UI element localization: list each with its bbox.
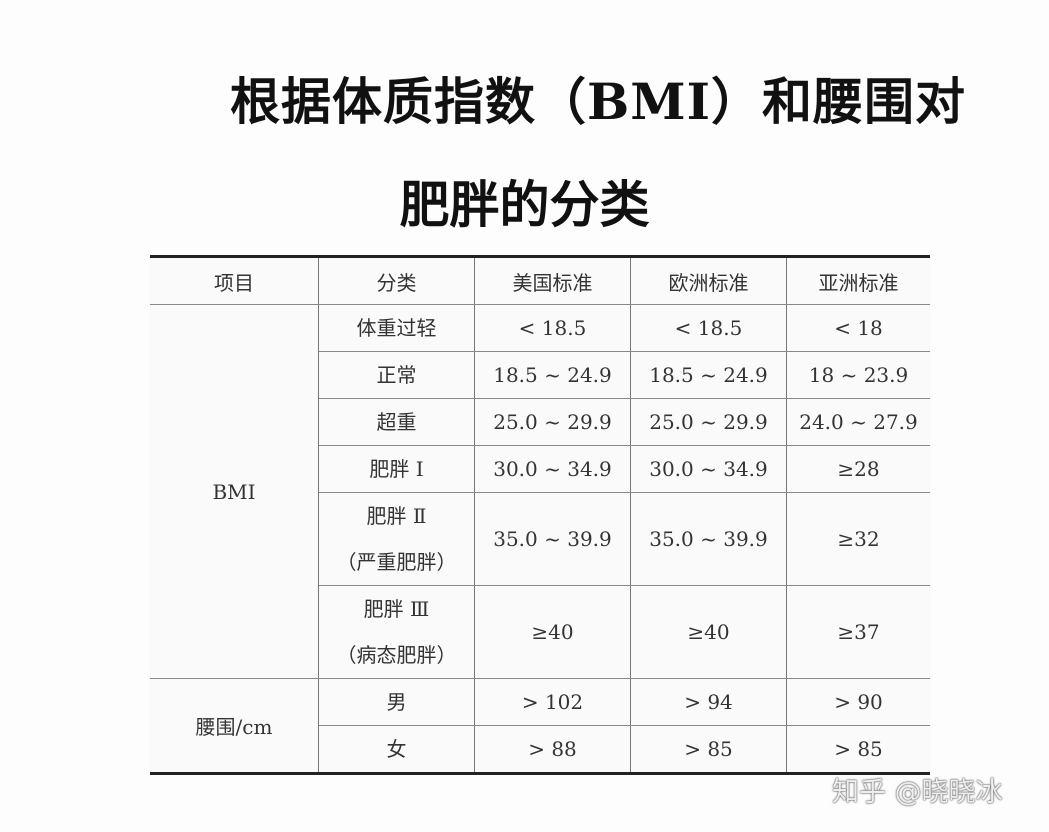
category-line: 肥胖 Ⅱ — [366, 504, 427, 528]
category-cell: 男 — [318, 678, 475, 726]
table-row: 肥胖 Ⅱ （严重肥胖） 35.0 ~ 39.9 35.0 ~ 39.9 ≥32 — [150, 492, 930, 586]
value-cell: 25.0 ~ 29.9 — [474, 398, 631, 446]
header-cell: 欧洲标准 — [630, 256, 787, 305]
category-line: （严重肥胖） — [336, 550, 457, 574]
value-cell: > 90 — [786, 678, 930, 726]
value-cell: 30.0 ~ 34.9 — [630, 445, 787, 493]
table-row: 肥胖 Ⅰ 30.0 ~ 34.9 30.0 ~ 34.9 ≥28 — [150, 445, 930, 493]
category-line: （病态肥胖） — [336, 643, 457, 667]
category-cell: 正常 — [318, 351, 475, 399]
value-cell: > 85 — [630, 725, 787, 774]
watermark: 知乎 @晓晓冰 — [832, 777, 1003, 808]
category-line: 超重 — [376, 410, 417, 434]
table-row: BMI 体重过轻 < 18.5 < 18.5 < 18 — [150, 304, 930, 679]
category-cell: 肥胖 Ⅰ — [318, 445, 475, 493]
value-cell: 18.5 ~ 24.9 — [630, 351, 787, 399]
category-cell: 肥胖 Ⅱ （严重肥胖） — [318, 492, 475, 586]
group-cell: BMI — [150, 304, 319, 679]
category-line: 体重过轻 — [356, 316, 437, 340]
table-row: 女 > 88 > 85 > 85 — [150, 725, 930, 774]
value-cell: > 94 — [630, 678, 787, 726]
value-cell: 30.0 ~ 34.9 — [474, 445, 631, 493]
value-cell: 24.0 ~ 27.9 — [786, 398, 930, 446]
group-cell: 腰围/cm — [150, 678, 319, 774]
table-row: 正常 18.5 ~ 24.9 18.5 ~ 24.9 18 ~ 23.9 — [150, 351, 930, 399]
value-cell: ≥37 — [786, 585, 930, 679]
category-line: 正常 — [376, 363, 417, 387]
category-line: 肥胖 Ⅰ — [369, 457, 424, 481]
value-cell: < 18.5 — [630, 304, 787, 352]
category-cell: 肥胖 Ⅲ （病态肥胖） — [318, 585, 475, 679]
value-cell: ≥28 — [786, 445, 930, 493]
value-cell: ≥40 — [630, 585, 787, 679]
category-line: 肥胖 Ⅲ — [363, 597, 430, 621]
value-cell: ≥40 — [474, 585, 631, 679]
category-line: 男 — [386, 690, 407, 714]
value-cell: < 18.5 — [474, 304, 631, 352]
title-line: 肥胖的分类 — [399, 175, 650, 234]
value-cell: 18.5 ~ 24.9 — [474, 351, 631, 399]
header-cell: 项目 — [150, 256, 319, 305]
value-cell: 35.0 ~ 39.9 — [630, 492, 787, 586]
category-cell: 超重 — [318, 398, 475, 446]
value-cell: > 85 — [786, 725, 930, 774]
table-body: BMI 体重过轻 < 18.5 < 18.5 < 18 正常 18.5 ~ 24.9 18.5… — [150, 304, 930, 774]
table-row: 肥胖 Ⅲ （病态肥胖） ≥40 ≥40 ≥37 — [150, 585, 930, 679]
category-cell: 女 — [318, 725, 475, 774]
value-cell: 25.0 ~ 29.9 — [630, 398, 787, 446]
value-cell: < 18 — [786, 304, 930, 352]
header-cell: 亚洲标准 — [786, 256, 930, 305]
title-line: 根据体质指数（BMI）和腰围对 — [230, 72, 966, 131]
header-row: 项目 分类 美国标准 欧洲标准 亚洲标准 — [150, 256, 930, 305]
value-cell: > 102 — [474, 678, 631, 726]
table-row: 超重 25.0 ~ 29.9 25.0 ~ 29.9 24.0 ~ 27.9 — [150, 398, 930, 446]
table-header: 项目 分类 美国标准 欧洲标准 亚洲标准 — [150, 256, 930, 305]
bmi-table: 项目 分类 美国标准 欧洲标准 亚洲标准 BMI 体重过轻 < 18.5 < 18.5… — [150, 255, 930, 775]
value-cell: 35.0 ~ 39.9 — [474, 492, 631, 586]
value-cell: ≥32 — [786, 492, 930, 586]
category-line: 女 — [386, 737, 407, 761]
table-row: 腰围/cm 男 > 102 > 94 > 90 — [150, 678, 930, 774]
value-cell: 18 ~ 23.9 — [786, 351, 930, 399]
header-cell: 美国标准 — [474, 256, 631, 305]
category-cell: 体重过轻 — [318, 304, 475, 352]
value-cell: > 88 — [474, 725, 631, 774]
header-cell: 分类 — [318, 256, 475, 305]
